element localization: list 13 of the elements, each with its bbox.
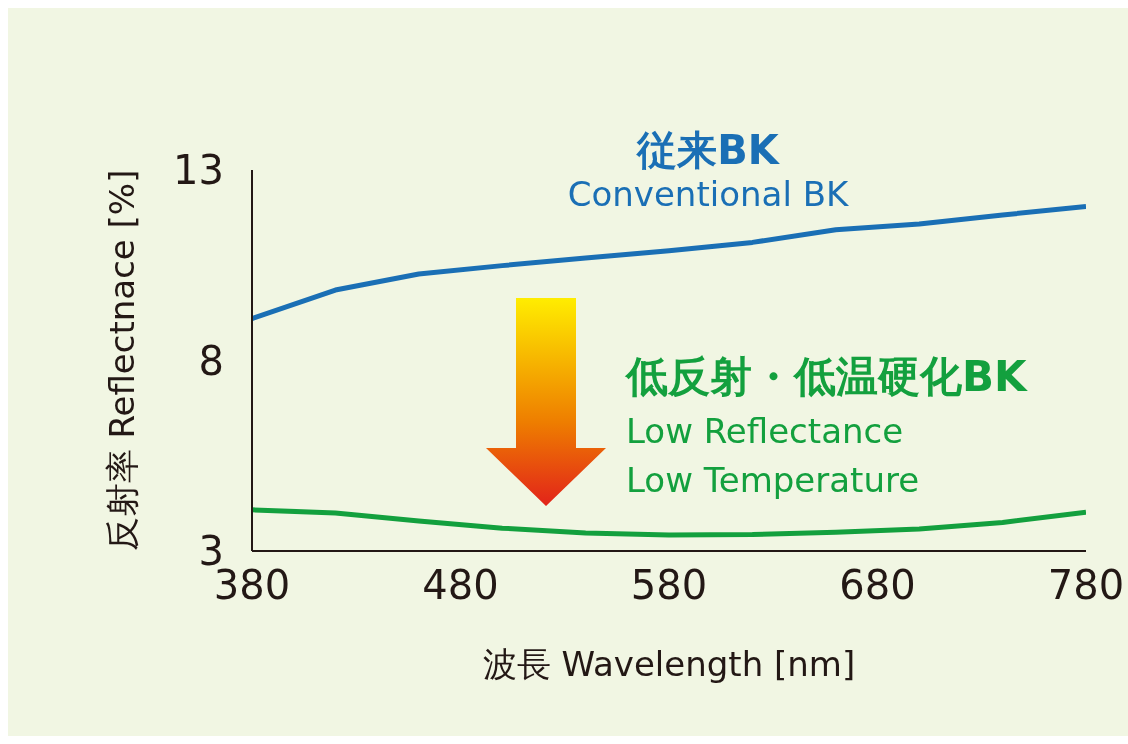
x-axis-title: 波長 Wavelength [nm]: [482, 644, 856, 684]
y-tick-label: 13: [173, 147, 224, 194]
annotation: Conventional BK: [566, 174, 850, 215]
x-tick-label: 480: [422, 562, 499, 609]
text: 低反射・低温硬化BK: [626, 351, 1027, 403]
x-tick-label: 580: [630, 562, 708, 609]
x-tick-label: 680: [839, 562, 916, 609]
x-tick-label: 780: [1047, 562, 1125, 609]
y-axis-title: 反射率 Reflectnace [%]: [102, 169, 143, 552]
annotation: Low Reflectance: [626, 409, 905, 453]
y-tick-label: 8: [198, 337, 224, 384]
annotation: Low Temperature: [626, 459, 921, 503]
series-label: 従来BK: [635, 126, 781, 174]
